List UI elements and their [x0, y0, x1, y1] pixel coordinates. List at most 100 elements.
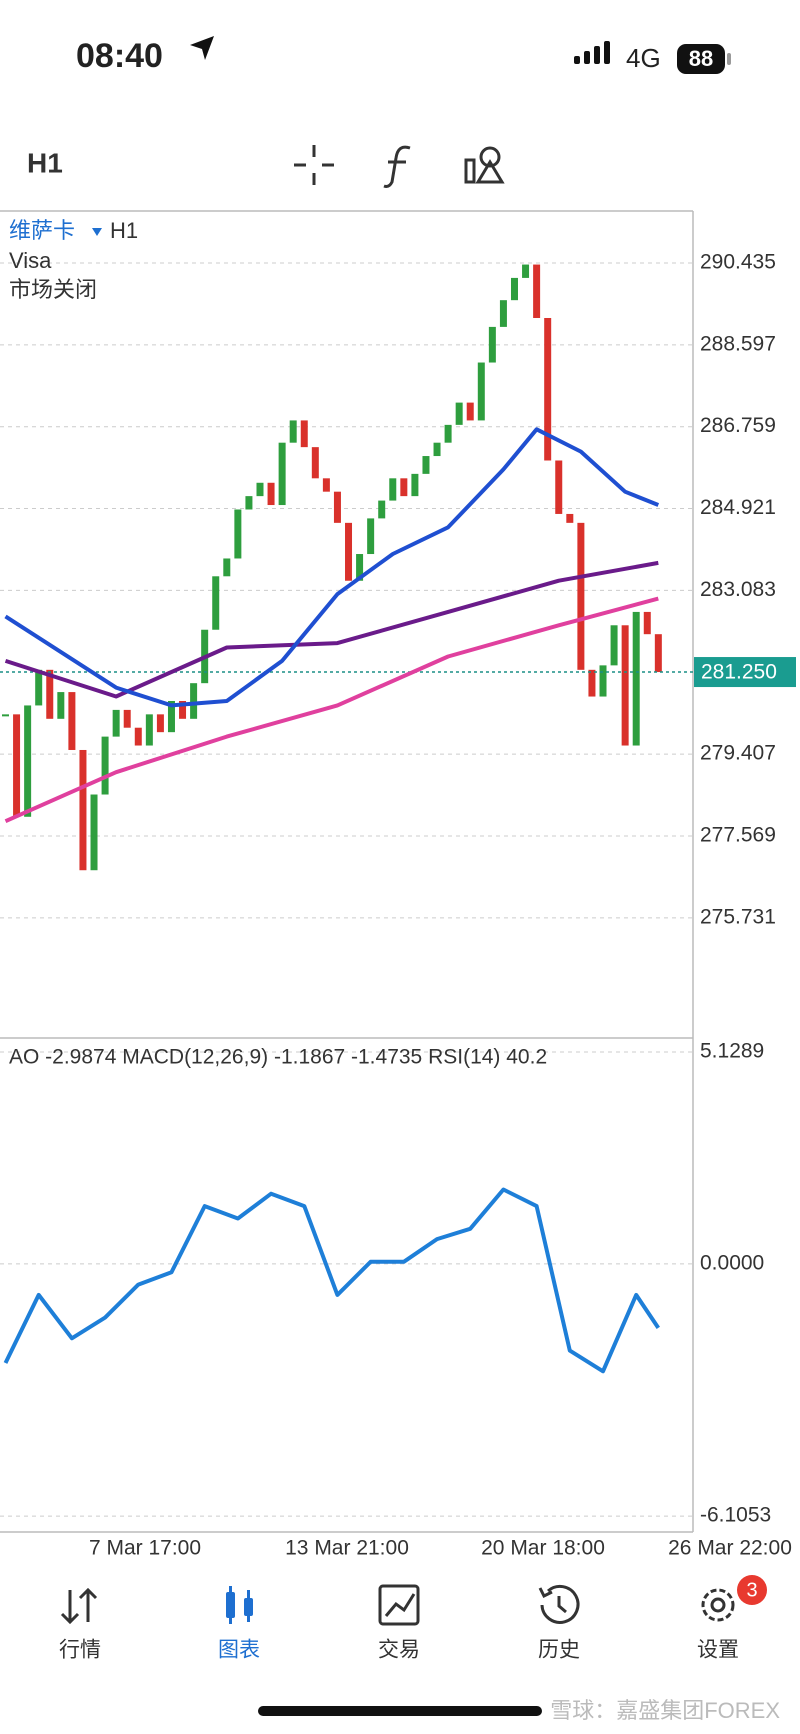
- candle: [610, 625, 618, 666]
- y-tick-label: 5.1289: [700, 1040, 764, 1063]
- x-tick-label: 20 Mar 18:00: [481, 1537, 605, 1560]
- x-tick-label: 13 Mar 21:00: [285, 1537, 409, 1560]
- watermark: 雪球：嘉盛集团FOREX: [550, 1698, 780, 1723]
- candle: [68, 692, 76, 750]
- candle: [24, 705, 32, 817]
- candle: [234, 509, 242, 559]
- candle: [57, 692, 65, 719]
- chart-icon[interactable]: [226, 1586, 253, 1624]
- last-price-label: 281.250: [701, 661, 777, 684]
- symbol[interactable]: 维萨卡: [9, 218, 75, 243]
- badge-count: 3: [746, 1579, 757, 1601]
- symbol-dropdown[interactable]: [92, 228, 102, 236]
- objects-button[interactable]: [464, 146, 505, 184]
- candle: [212, 576, 220, 630]
- y-tick-label: 283.083: [700, 578, 776, 601]
- nav-label[interactable]: 图表: [218, 1639, 260, 1662]
- history-icon[interactable]: [538, 1584, 580, 1624]
- candle: [499, 300, 507, 327]
- candle: [90, 794, 98, 871]
- candle: [588, 669, 596, 697]
- location-icon: [190, 36, 214, 60]
- nav-label[interactable]: 行情: [59, 1639, 101, 1662]
- candle: [400, 478, 408, 497]
- candle: [389, 478, 397, 501]
- candle: [278, 442, 286, 506]
- indicator-line: [4, 427, 660, 708]
- candle: [2, 714, 9, 717]
- y-tick-label: 275.731: [700, 905, 776, 928]
- candle: [544, 317, 552, 461]
- battery-cap: [727, 53, 731, 65]
- candle: [311, 447, 319, 479]
- y-tick-label: 288.597: [700, 332, 776, 355]
- candle: [378, 500, 386, 519]
- indicator-line: [4, 560, 659, 699]
- y-tick-label: 284.921: [700, 496, 776, 519]
- candle: [256, 482, 264, 497]
- candle: [566, 513, 574, 523]
- candle: [101, 736, 109, 795]
- battery: [677, 44, 725, 74]
- chart-timeframe: H1: [110, 218, 138, 243]
- candle: [510, 277, 518, 301]
- x-tick-label: 7 Mar 17:00: [89, 1537, 201, 1560]
- settings-icon[interactable]: [701, 1588, 735, 1622]
- network: 4G: [626, 43, 661, 73]
- y-tick-label: 286.759: [700, 414, 776, 437]
- candle: [134, 727, 142, 746]
- candle: [477, 362, 485, 421]
- candle: [444, 424, 452, 443]
- indicator-label: AO -2.9874 MACD(12,26,9) -1.1867 -1.4735…: [9, 1046, 547, 1069]
- nav-label[interactable]: 交易: [378, 1639, 420, 1662]
- candle: [35, 669, 43, 706]
- candle: [643, 611, 651, 635]
- candle: [333, 491, 341, 523]
- x-tick-label: 26 Mar 22:00: [668, 1537, 792, 1560]
- candle: [179, 700, 187, 719]
- clock: 08:40: [76, 37, 163, 75]
- candle: [79, 749, 87, 871]
- candle: [654, 634, 662, 673]
- y-tick-label: 277.569: [700, 824, 776, 847]
- candle: [599, 665, 607, 697]
- y-tick-label: -6.1053: [700, 1504, 771, 1527]
- candle: [367, 518, 375, 555]
- candle: [245, 496, 253, 510]
- candle: [145, 714, 153, 746]
- nav-label[interactable]: 历史: [538, 1639, 580, 1662]
- candle: [300, 420, 308, 448]
- badge: [737, 1575, 767, 1605]
- candle: [455, 402, 463, 425]
- trade-icon[interactable]: [378, 1584, 420, 1626]
- last-price-box: [694, 657, 796, 688]
- candle: [190, 683, 198, 719]
- battery-level: 88: [689, 46, 713, 71]
- nav-label[interactable]: 设置: [697, 1639, 739, 1662]
- candle: [621, 625, 629, 746]
- instrument-name: Visa: [9, 248, 52, 273]
- nav-labels: 行情 图表 交易 历史 设置: [59, 1639, 739, 1662]
- y-tick-label: 0.0000: [700, 1251, 764, 1274]
- crosshair-button[interactable]: [294, 145, 334, 185]
- candle: [167, 700, 175, 733]
- quotes-icon[interactable]: [60, 1587, 98, 1625]
- indicator-button[interactable]: [383, 145, 411, 188]
- candle: [112, 709, 120, 737]
- candle: [466, 402, 474, 421]
- timeframe-button[interactable]: H1: [27, 147, 63, 178]
- candle: [356, 554, 364, 581]
- candle: [322, 478, 330, 492]
- candle: [433, 442, 441, 457]
- candle: [411, 473, 419, 497]
- candle: [267, 482, 275, 506]
- candle: [422, 456, 430, 474]
- home-indicator: [258, 1706, 542, 1716]
- candle: [223, 558, 231, 577]
- candle: [289, 420, 297, 443]
- y-tick-label: 279.407: [700, 742, 776, 765]
- candle: [345, 522, 353, 581]
